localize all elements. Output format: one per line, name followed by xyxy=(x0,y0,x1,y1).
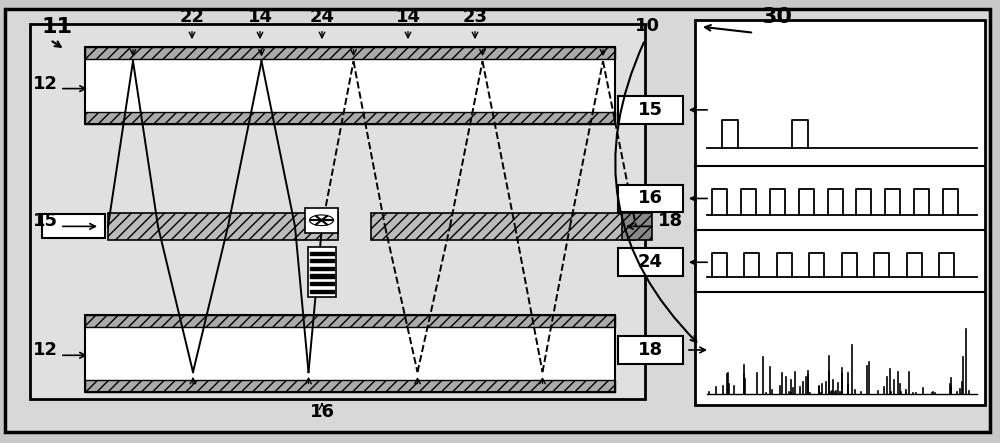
Text: 18: 18 xyxy=(638,341,663,359)
Text: 18: 18 xyxy=(658,212,683,230)
Bar xyxy=(618,184,683,212)
Text: 24: 24 xyxy=(638,253,663,271)
Text: 23: 23 xyxy=(462,8,488,26)
Bar xyxy=(85,315,615,327)
Bar xyxy=(618,96,683,124)
Bar xyxy=(85,47,615,59)
Bar xyxy=(618,336,683,364)
Bar xyxy=(695,20,985,405)
Text: 15: 15 xyxy=(638,101,663,119)
Text: 12: 12 xyxy=(33,74,58,93)
Text: 16: 16 xyxy=(310,403,334,421)
Text: 10: 10 xyxy=(635,17,660,35)
Bar xyxy=(308,247,336,297)
Bar xyxy=(85,47,615,124)
Bar xyxy=(622,213,652,240)
Text: 30: 30 xyxy=(762,7,793,27)
Text: 11: 11 xyxy=(42,17,73,37)
Bar xyxy=(618,249,683,276)
Bar xyxy=(85,327,615,380)
Text: 22: 22 xyxy=(180,8,205,26)
Bar xyxy=(85,315,615,392)
Bar xyxy=(85,59,615,112)
Text: 14: 14 xyxy=(248,8,272,26)
Bar xyxy=(85,380,615,392)
Text: 14: 14 xyxy=(396,8,420,26)
Bar xyxy=(305,208,338,233)
Bar xyxy=(85,112,615,124)
Bar xyxy=(30,24,645,399)
Text: 15: 15 xyxy=(33,212,58,230)
Text: 24: 24 xyxy=(310,8,334,26)
Bar xyxy=(108,213,338,240)
Bar xyxy=(42,214,105,238)
Text: 12: 12 xyxy=(33,341,58,359)
Bar xyxy=(371,213,635,240)
Text: 16: 16 xyxy=(638,190,663,207)
